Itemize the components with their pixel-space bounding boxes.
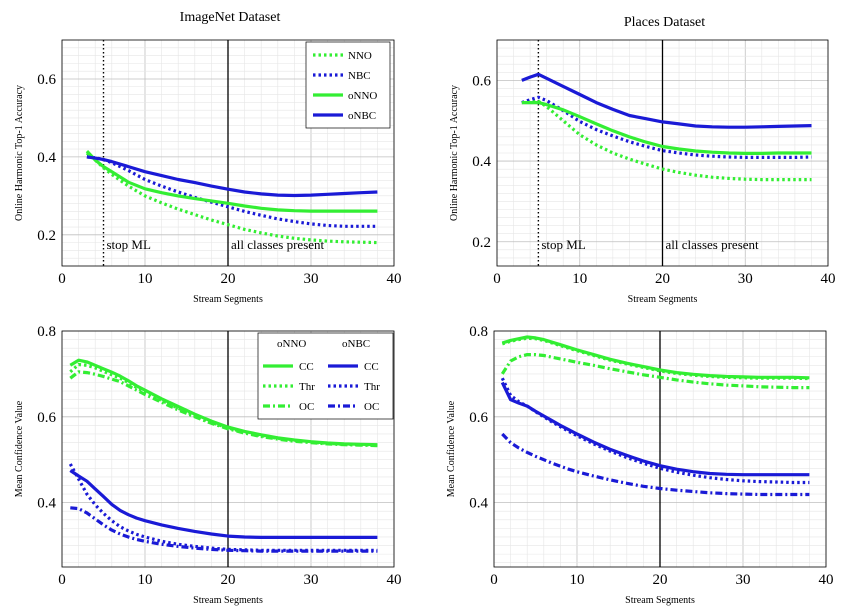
y-tick-label: 0.4 bbox=[469, 496, 488, 512]
series-line-oNBC-Thr bbox=[68, 463, 378, 552]
legend-label: NNO bbox=[348, 50, 372, 62]
x-tick-label: 30 bbox=[304, 572, 319, 588]
legend-label: oNNO bbox=[348, 90, 377, 102]
y-axis-label: Mean Confidence Value bbox=[446, 400, 457, 497]
x-axis-label: Stream Segments bbox=[625, 595, 695, 606]
legend-label: CC bbox=[299, 361, 314, 373]
x-axis-label: Stream Segments bbox=[628, 294, 698, 305]
legend-label: Thr bbox=[299, 381, 315, 393]
y-tick-label: 0.4 bbox=[37, 150, 56, 166]
legend-label: CC bbox=[364, 361, 379, 373]
series-line-oNNO bbox=[85, 150, 378, 213]
x-tick-label: 40 bbox=[821, 271, 836, 287]
legend-box bbox=[257, 332, 394, 420]
legend-label: OC bbox=[364, 401, 379, 413]
y-tick-label: 0.8 bbox=[469, 324, 488, 340]
x-tick-label: 30 bbox=[738, 271, 753, 287]
x-tick-label: 10 bbox=[570, 572, 585, 588]
plot-frame bbox=[61, 330, 395, 568]
y-axis-label: Online Harmonic Top-1 Accuracy bbox=[14, 85, 25, 221]
y-tick-label: 0.2 bbox=[37, 228, 56, 244]
series-line-oNBC-OC bbox=[501, 432, 810, 497]
x-tick-label: 40 bbox=[387, 572, 402, 588]
vline-label-1: stop ML bbox=[107, 237, 151, 252]
x-tick-label: 0 bbox=[490, 572, 498, 588]
series-line-oNNO-Thr bbox=[501, 336, 810, 381]
legend-label: Thr bbox=[364, 381, 380, 393]
series-line-oNNO bbox=[521, 100, 812, 155]
x-tick-label: 10 bbox=[572, 271, 587, 287]
vline-label-2: all classes present bbox=[231, 237, 325, 252]
y-tick-label: 0.6 bbox=[472, 73, 491, 89]
series-line-NNO bbox=[521, 99, 812, 182]
x-tick-label: 40 bbox=[819, 572, 834, 588]
legend-label: OC bbox=[299, 401, 314, 413]
series-group bbox=[521, 72, 812, 182]
y-tick-label: 0.6 bbox=[37, 410, 56, 426]
legend: NNO NBC oNNO oNBC bbox=[305, 41, 391, 129]
y-tick-label: 0.8 bbox=[37, 324, 56, 340]
x-axis-label: Stream Segments bbox=[193, 595, 263, 606]
series-group bbox=[68, 358, 378, 553]
x-tick-label: 20 bbox=[655, 271, 670, 287]
y-tick-label: 0.4 bbox=[472, 154, 491, 170]
series-group bbox=[500, 335, 810, 497]
plot-frame bbox=[61, 39, 395, 267]
series-line-oNNO-OC bbox=[500, 353, 810, 390]
vline-label-2: all classes present bbox=[666, 237, 760, 252]
series-line-oNBC-OC bbox=[70, 506, 378, 553]
legend-column-header: oNNO bbox=[277, 338, 306, 350]
x-tick-label: 10 bbox=[138, 572, 153, 588]
y-tick-label: 0.6 bbox=[469, 410, 488, 426]
plot-frame bbox=[496, 39, 829, 267]
chart-title: Places Dataset bbox=[624, 15, 705, 30]
x-tick-label: 0 bbox=[493, 271, 501, 287]
series-line-oNBC bbox=[86, 155, 378, 198]
series-line-oNBC-Thr bbox=[500, 377, 810, 485]
series-line-NBC bbox=[521, 95, 812, 159]
y-tick-label: 0.4 bbox=[37, 496, 56, 512]
series-line-oNBC bbox=[521, 72, 812, 129]
x-axis-label: Stream Segments bbox=[193, 294, 263, 305]
series-line-oNBC-CC bbox=[69, 469, 378, 540]
chart-title: ImageNet Dataset bbox=[180, 10, 281, 25]
legend-label: NBC bbox=[348, 70, 371, 82]
series-group bbox=[85, 150, 378, 245]
y-tick-label: 0.6 bbox=[37, 72, 56, 88]
y-axis-label: Mean Confidence Value bbox=[14, 400, 25, 497]
vline-label-1: stop ML bbox=[541, 237, 585, 252]
series-line-NNO bbox=[85, 151, 378, 245]
series-line-oNBC-CC bbox=[500, 381, 810, 477]
x-tick-label: 20 bbox=[221, 271, 236, 287]
series-line-oNNO-CC bbox=[501, 335, 810, 380]
x-tick-label: 20 bbox=[653, 572, 668, 588]
chart-panel-3: 0 10 20 30 40 0.4 0.6 0.8 Stream Segments Mean Co… bbox=[14, 324, 402, 606]
x-tick-label: 30 bbox=[736, 572, 751, 588]
x-tick-label: 0 bbox=[58, 271, 66, 287]
chart-panel-1: stop ML all classes present 0 10 20 30 40 0.2 0.… bbox=[14, 10, 402, 305]
series-line-oNNO-OC bbox=[69, 370, 378, 448]
chart-panel-4: 0 10 20 30 40 0.4 0.6 0.8 Stream Segments Mean Co… bbox=[446, 324, 834, 606]
legend: oNNO CC Thr OC oNBC CC Thr OC bbox=[257, 332, 394, 420]
y-axis-label: Online Harmonic Top-1 Accuracy bbox=[449, 85, 460, 221]
x-tick-label: 10 bbox=[138, 271, 153, 287]
x-tick-label: 40 bbox=[387, 271, 402, 287]
legend-column-header: oNBC bbox=[342, 338, 370, 350]
chart-panel-2: stop ML all classes present 0 10 20 30 40 0.2 0.… bbox=[449, 15, 836, 305]
plot-frame bbox=[493, 330, 827, 568]
x-tick-label: 0 bbox=[58, 572, 66, 588]
x-tick-label: 30 bbox=[304, 271, 319, 287]
x-tick-label: 20 bbox=[221, 572, 236, 588]
y-tick-label: 0.2 bbox=[472, 235, 491, 251]
legend-label: oNBC bbox=[348, 110, 376, 122]
